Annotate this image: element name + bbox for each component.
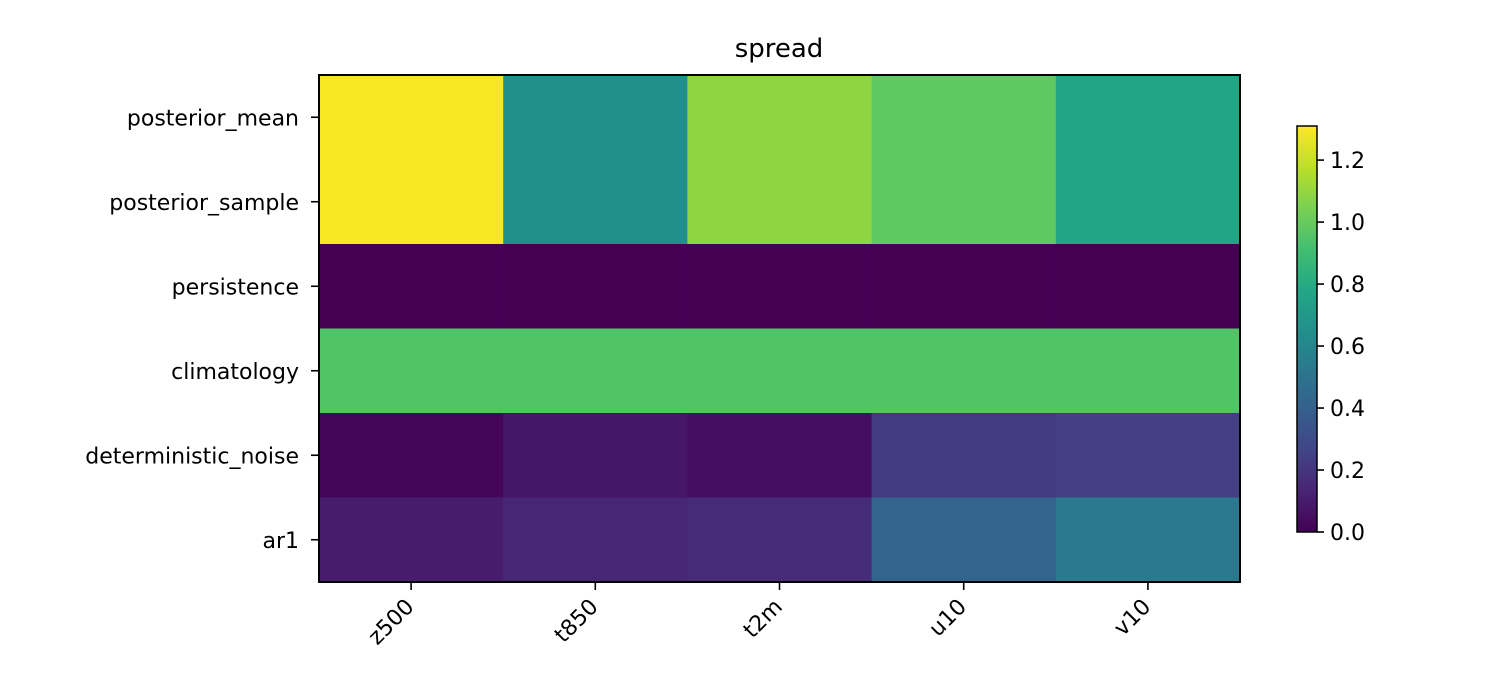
x-tick-label: u10 (925, 595, 972, 642)
x-tick-label: t850 (550, 595, 603, 648)
heatmap-cell-posterior-sample-t850 (503, 159, 688, 245)
x-tick-label: z500 (364, 595, 420, 651)
colorbar-tick-label: 0.2 (1330, 459, 1365, 484)
heatmap-cell-posterior-mean-u10 (871, 75, 1057, 161)
colorbar-tick-label: 0.4 (1330, 397, 1365, 422)
heatmap-cell-persistence-t2m (687, 244, 873, 330)
heatmap-cell-posterior-sample-z500 (319, 159, 504, 245)
colorbar-tick-label: 0.6 (1330, 335, 1365, 360)
heatmap-cell-ar1-v10 (1055, 497, 1241, 583)
heatmap-cells (319, 75, 1241, 583)
heatmap-cell-climatology-u10 (871, 328, 1057, 414)
chart-title: spread (735, 34, 824, 64)
heatmap-cell-persistence-z500 (319, 244, 504, 330)
heatmap-cell-climatology-t2m (687, 328, 873, 414)
heatmap-cell-posterior-sample-v10 (1055, 159, 1241, 245)
heatmap-cell-persistence-v10 (1055, 244, 1241, 330)
y-tick-label: posterior_sample (109, 191, 299, 216)
heatmap-cell-deterministic-noise-u10 (871, 413, 1057, 499)
heatmap-cell-deterministic-noise-t850 (503, 413, 688, 499)
y-tick-label: posterior_mean (127, 106, 299, 131)
y-tick-label: deterministic_noise (85, 444, 299, 469)
y-axis: posterior_mean posterior_sample persistenc… (85, 106, 319, 554)
x-tick-label: t2m (739, 595, 788, 644)
colorbar-tick-label: 1.0 (1330, 211, 1365, 236)
heatmap-cell-ar1-u10 (871, 497, 1057, 583)
heatmap-cell-climatology-v10 (1055, 328, 1241, 414)
colorbar (1296, 125, 1318, 533)
heatmap-cell-deterministic-noise-v10 (1055, 413, 1241, 499)
heatmap-cell-posterior-sample-u10 (871, 159, 1057, 245)
heatmap-cell-posterior-mean-v10 (1055, 75, 1241, 161)
heatmap-cell-ar1-z500 (319, 497, 504, 583)
heatmap-cell-posterior-sample-t2m (687, 159, 873, 245)
heatmap-cell-ar1-t2m (687, 497, 873, 583)
heatmap-cell-deterministic-noise-z500 (319, 413, 504, 499)
heatmap-cell-deterministic-noise-t2m (687, 413, 873, 499)
colorbar-tick-label: 0.8 (1330, 273, 1365, 298)
heatmap-cell-climatology-z500 (319, 328, 504, 414)
heatmap-cell-posterior-mean-t850 (503, 75, 688, 161)
heatmap-cell-climatology-t850 (503, 328, 688, 414)
y-tick-label: persistence (172, 275, 299, 300)
y-tick-label: climatology (171, 360, 299, 385)
heatmap-cell-posterior-mean-t2m (687, 75, 873, 161)
heatmap-cell-posterior-mean-z500 (319, 75, 504, 161)
y-tick-label: ar1 (262, 529, 299, 554)
heatmap-cell-persistence-u10 (871, 244, 1057, 330)
x-axis: z500 t850 t2m u10 v10 (364, 582, 1156, 650)
heatmap-cell-ar1-t850 (503, 497, 688, 583)
colorbar-tick-label: 1.2 (1330, 149, 1365, 174)
heatmap-cell-persistence-t850 (503, 244, 688, 330)
colorbar-tick-label: 0.0 (1330, 521, 1365, 546)
x-tick-label: v10 (1109, 595, 1156, 642)
colorbar-axis: 0.0 0.2 0.4 0.6 0.8 1.0 1.2 (1317, 149, 1365, 546)
